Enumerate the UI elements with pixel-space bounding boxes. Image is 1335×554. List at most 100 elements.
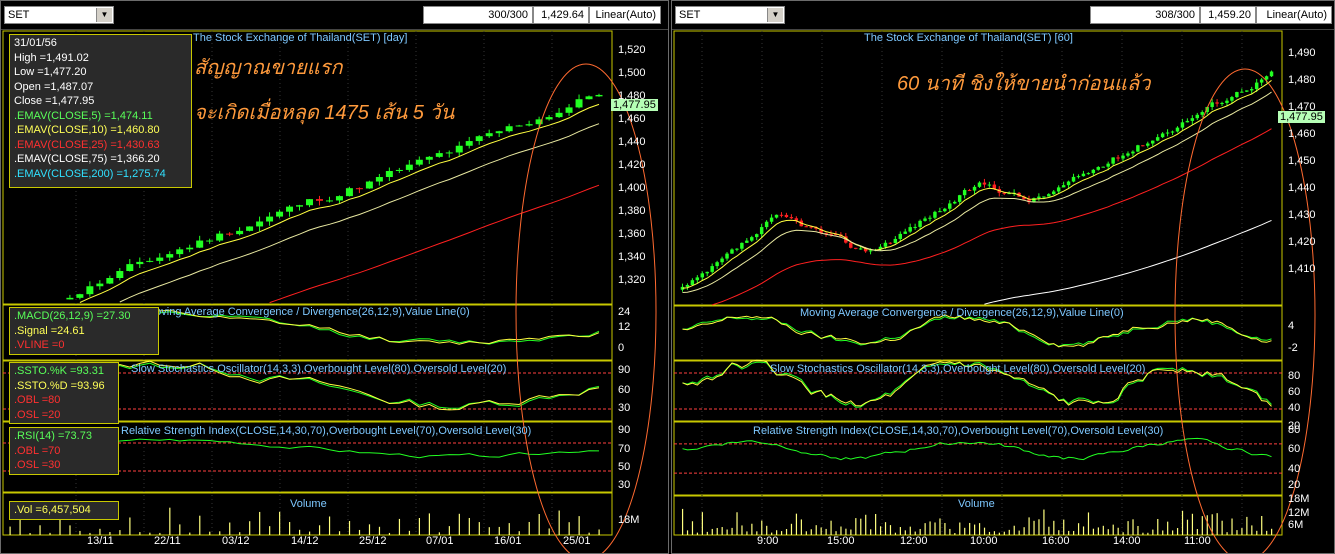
volume-bar bbox=[795, 513, 798, 535]
volume-bar bbox=[1132, 519, 1134, 535]
volume-bar bbox=[1107, 529, 1109, 535]
volume-bar bbox=[159, 532, 161, 535]
candle-body bbox=[595, 94, 603, 97]
volume-bar bbox=[686, 530, 689, 535]
chevron-down-icon[interactable]: ▼ bbox=[96, 8, 112, 22]
volume-bar bbox=[1033, 520, 1035, 535]
candle-body bbox=[819, 228, 823, 234]
price-tick: 1,320 bbox=[618, 274, 646, 286]
candle-body bbox=[1249, 89, 1254, 91]
candle-body bbox=[206, 240, 214, 242]
candle-body bbox=[962, 190, 967, 196]
volume-bar bbox=[825, 528, 827, 535]
time-axis-tick: 22/11 bbox=[154, 535, 181, 547]
volume-bar bbox=[790, 523, 793, 535]
volume-bar bbox=[299, 529, 301, 535]
volume-bar bbox=[568, 522, 570, 535]
macd-tick: 4 bbox=[1288, 320, 1295, 332]
symbol-selector[interactable]: SET ▼ bbox=[675, 6, 785, 24]
volume-bar bbox=[681, 508, 684, 535]
annotation-break-condition: จะเกิดเมื่อหลุด 1475 เส้น 5 วัน bbox=[194, 102, 455, 124]
candle-body bbox=[1175, 127, 1180, 132]
volume-panel-title: Volume bbox=[958, 498, 995, 510]
volume-bar bbox=[488, 527, 490, 535]
macd-signal: .Signal =24.61 bbox=[14, 324, 85, 337]
volume-bar bbox=[1206, 515, 1208, 535]
candle-body bbox=[972, 186, 977, 191]
rsi-tick: 40 bbox=[1288, 463, 1301, 475]
volume-bar bbox=[810, 529, 812, 535]
candle-body bbox=[1022, 196, 1026, 200]
scale-mode[interactable]: Linear(Auto) bbox=[1256, 6, 1332, 24]
stochastic-panel-title: Slow Stochastics Oscillator(14,3,3),Over… bbox=[131, 363, 507, 375]
candle-body bbox=[405, 164, 413, 170]
candle-body bbox=[495, 131, 503, 134]
candle-body bbox=[555, 112, 563, 118]
candle-body bbox=[705, 271, 709, 274]
volume-tick: 12M bbox=[1288, 507, 1310, 519]
candle-body bbox=[1141, 145, 1145, 147]
macd-panel-title: Moving Average Convergence / Divergence(… bbox=[800, 307, 1124, 319]
volume-bar bbox=[139, 532, 141, 535]
candle-body bbox=[967, 190, 972, 192]
price-tick: 1,420 bbox=[1288, 236, 1316, 248]
ema5-line bbox=[682, 80, 1272, 289]
volume-bar bbox=[558, 510, 560, 535]
scale-mode[interactable]: Linear(Auto) bbox=[589, 6, 661, 24]
volume-bar bbox=[998, 532, 1000, 535]
volume-bar bbox=[954, 532, 956, 535]
candle-body bbox=[987, 184, 992, 186]
candle-body bbox=[1126, 153, 1130, 156]
candle-body bbox=[784, 214, 789, 218]
candle-body bbox=[146, 260, 154, 262]
hourly-chart-canvas[interactable] bbox=[672, 29, 1335, 554]
volume-bar bbox=[964, 527, 966, 535]
stoch-d: .SSTO.%D =93.96 bbox=[14, 379, 105, 392]
volume-bar bbox=[89, 532, 91, 535]
candle-body bbox=[928, 217, 932, 219]
volume-bar bbox=[1196, 529, 1198, 535]
candle-body bbox=[1032, 198, 1036, 203]
volume-bar bbox=[988, 531, 991, 535]
candle-body bbox=[883, 242, 888, 247]
stoch-osl: .OSL =20 bbox=[14, 408, 61, 421]
symbol-selector[interactable]: SET ▼ bbox=[4, 6, 114, 24]
candle-body bbox=[863, 248, 868, 252]
info-date: 31/01/56 bbox=[14, 37, 57, 49]
hourly-chart-window[interactable]: SET ▼ 308/300 1,459.20 Linear(Auto) The … bbox=[671, 0, 1335, 554]
price-tick: 1,440 bbox=[618, 136, 646, 148]
candle-body bbox=[834, 234, 838, 236]
volume-bar bbox=[1122, 532, 1124, 535]
candle-body bbox=[1121, 155, 1125, 159]
candle-body bbox=[1170, 131, 1175, 133]
candle-body bbox=[515, 125, 523, 127]
time-axis-tick: 07/01 bbox=[426, 535, 454, 547]
candle-body bbox=[769, 217, 774, 222]
volume-bar bbox=[776, 530, 778, 535]
candle-body bbox=[355, 188, 363, 190]
volume-bar bbox=[1176, 528, 1179, 535]
last-price-tag: 1,477.95 bbox=[1278, 111, 1325, 123]
candle-body bbox=[1195, 114, 1200, 119]
volume-bar bbox=[865, 514, 867, 535]
candle-body bbox=[750, 237, 754, 241]
candle-body bbox=[525, 124, 533, 126]
volume-bar bbox=[959, 522, 961, 535]
rsi-tick: 50 bbox=[618, 461, 631, 473]
time-axis-tick: 13/11 bbox=[87, 535, 114, 547]
daily-chart-window[interactable]: SET ▼ 300/300 1,429.64 Linear(Auto) The … bbox=[0, 0, 669, 554]
candle-body bbox=[948, 203, 952, 209]
candle-body bbox=[1160, 133, 1165, 138]
info-high: High =1,491.02 bbox=[14, 51, 89, 64]
candle-body bbox=[1086, 173, 1091, 175]
panel-frame bbox=[673, 305, 1283, 361]
stoch-tick: 60 bbox=[1288, 386, 1301, 398]
candle-body bbox=[325, 200, 333, 202]
volume-bar bbox=[884, 522, 887, 535]
volume-bar bbox=[736, 512, 738, 535]
candle-body bbox=[1047, 194, 1051, 197]
volume-bar bbox=[766, 525, 768, 535]
price-panel-title: The Stock Exchange of Thailand(SET) [day… bbox=[193, 32, 408, 44]
volume-bar bbox=[239, 532, 241, 535]
chevron-down-icon[interactable]: ▼ bbox=[767, 8, 783, 22]
